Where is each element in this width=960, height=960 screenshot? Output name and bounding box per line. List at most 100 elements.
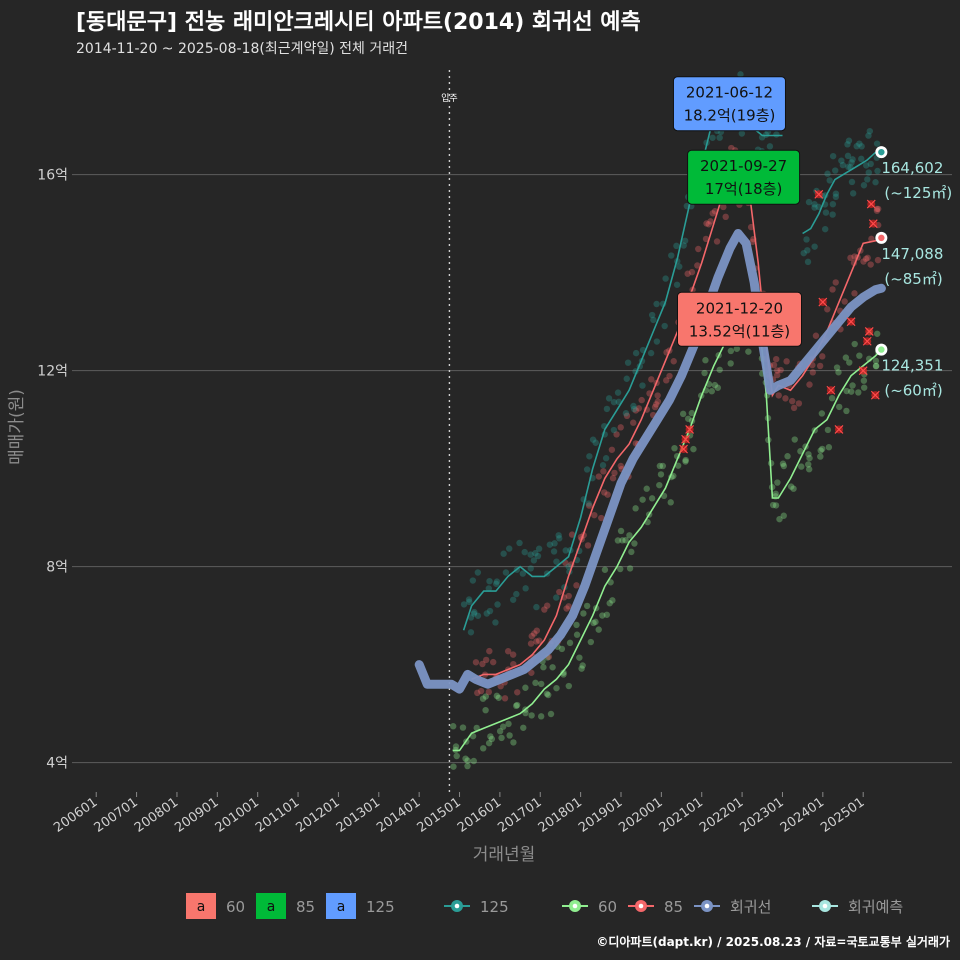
x-tick-label: 200801 [132,795,181,836]
scatter-point [648,376,655,383]
scatter-point [872,362,880,370]
cancelled-cross [679,444,688,454]
scatter-point [862,162,870,169]
scatter-point [513,701,521,709]
scatter-point [599,612,606,619]
scatter-point [841,298,848,305]
scatter-point [800,249,807,257]
x-tick-label: 200701 [92,795,141,836]
cancelled-cross [681,434,691,444]
scatter-point [605,395,613,402]
scatter-point [585,502,593,509]
scatter-point [775,392,782,399]
scatter-point [579,662,586,669]
scatter-point [464,757,471,764]
scatter-point [874,205,882,213]
scatter-point [553,684,560,692]
scatter-point [824,306,831,313]
scatter-point [709,134,716,141]
scatter-point [774,479,781,486]
scatter-point [462,755,469,762]
scatter-point [565,682,573,690]
scatter-point [770,361,778,369]
scatter-point [676,263,683,270]
scatter-point [832,193,840,201]
scatter-point [510,739,517,746]
scatter-point [595,473,603,480]
scatter-point [643,485,650,492]
x-tick-label: 202101 [657,795,706,836]
scatter-point [606,600,613,607]
scatter-point [843,407,850,415]
scatter-point [842,354,850,361]
scatter-point [533,638,540,645]
y-tick-label: 8억 [46,560,68,576]
legend-fill-letter: a [267,899,276,915]
callout-box [677,291,803,347]
scatter-point [540,664,547,671]
scatter-point [849,156,856,163]
forecast-area: (~125㎡) [884,184,952,202]
x-tick-label: 201201 [293,795,342,836]
scatter-point [531,630,538,637]
scatter-point [558,645,566,653]
scatter-point [488,735,496,743]
cancelled-cross [870,390,880,400]
scatter-point [514,689,521,696]
legend-line-label: 125 [480,898,509,916]
scatter-point [492,580,500,587]
scatter-point [670,358,677,365]
scatter-point [872,362,880,370]
cancelled-cross [834,425,844,434]
series-line-125b [802,151,882,235]
scatter-point [578,665,585,672]
scatter-point [630,405,638,413]
scatter-point [482,693,490,700]
scatter-point [738,130,746,137]
scatter-point [826,177,833,184]
scatter-point [688,268,696,276]
scatter-point [537,713,545,720]
scatter-point [737,71,744,78]
legend-line-marker-center [638,903,644,909]
scatter-point [509,596,517,603]
y-tick-label: 12억 [37,364,68,380]
scatter-point [628,548,635,556]
move-in-label: 입주 [441,92,458,104]
scatter-point [866,127,874,135]
scatter-point [482,706,489,714]
scatter-point [527,551,534,558]
x-tick-label: 201801 [536,795,585,836]
scatter-point [473,724,480,732]
scatter-point [573,621,580,629]
scatter-point [465,596,473,603]
callout-price: 17억(18층) [705,180,782,198]
scatter-point [714,384,722,391]
scatter-point [493,692,501,700]
scatter-point [598,514,605,522]
callout-price: 13.52억(11층) [689,322,790,340]
scatter-point [872,357,880,365]
scatter-point [835,369,842,376]
y-tick-label: 4억 [46,756,68,772]
scatter-point [623,375,630,382]
scatter-point [613,431,620,438]
scatter-point [528,712,535,719]
cancelled-cross [866,199,876,209]
scatter-point [797,448,804,455]
scatter-point [798,463,805,470]
scatter-point [501,695,509,702]
x-tick-label: 200901 [172,795,221,836]
chart-subtitle: 2014-11-20 ~ 2025-08-18(최근계약일) 전체 거래건 [76,41,408,57]
scatter-point [654,398,662,405]
scatter-point [780,462,788,470]
legend-fill-label: 125 [366,898,395,916]
scatter-point [651,403,659,411]
scatter-point [541,606,548,613]
scatter-point [867,261,874,268]
scatter-point [673,242,680,250]
legend-line-label: 85 [664,898,683,916]
scatter-point [856,352,863,359]
scatter-point [777,366,784,374]
